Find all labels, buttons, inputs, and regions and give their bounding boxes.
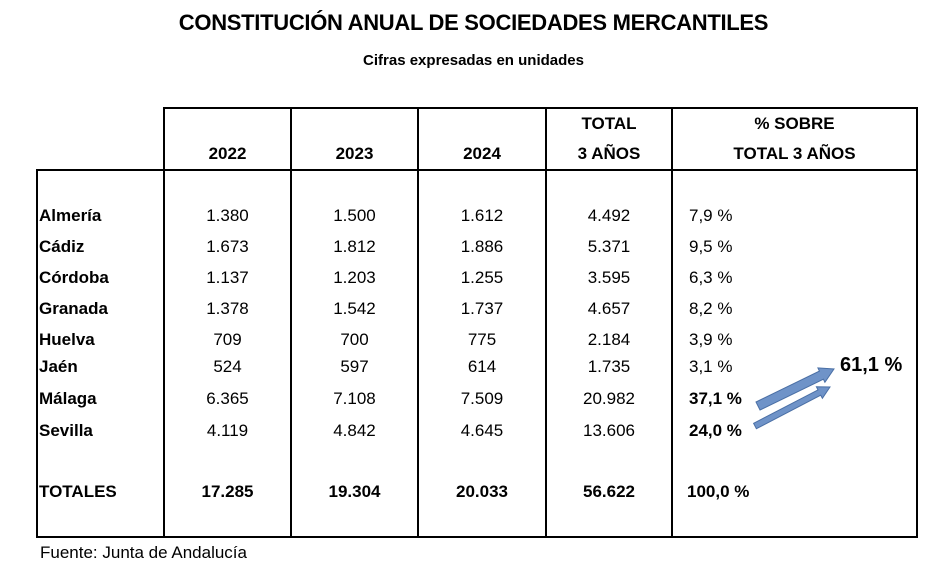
value-y2023: 700 [340, 330, 369, 349]
value-pct: 3,9 % [689, 330, 733, 349]
table-border-top [163, 107, 918, 109]
value-y2022: 6.365 [206, 389, 249, 408]
header-2024: 2024 [463, 144, 501, 163]
arrow-icon [752, 386, 831, 430]
totals-2024: 20.033 [456, 482, 508, 501]
value-y2022: 1.380 [206, 206, 249, 225]
value-y2024: 1.255 [460, 268, 504, 287]
table-border-left [36, 169, 38, 538]
table-border-bottom [36, 536, 918, 538]
value-pct: 6,3 % [689, 268, 733, 287]
value-pct: 24,0 % [689, 421, 742, 440]
column-divider [290, 107, 292, 538]
province-name: Granada [39, 299, 108, 318]
column-divider [545, 107, 547, 538]
totals-pct: 100,0 % [687, 482, 750, 501]
value-total: 20.982 [583, 389, 635, 408]
arrow-icon [755, 367, 835, 411]
header-pct-line1: % SOBRE [754, 114, 835, 133]
value-y2023: 1.812 [333, 237, 376, 256]
value-y2022: 709 [213, 330, 242, 349]
value-y2024: 1.737 [460, 299, 504, 318]
value-y2024: 775 [467, 330, 497, 349]
province-name: Cádiz [39, 237, 85, 256]
province-name: Huelva [39, 330, 95, 349]
value-y2024: 1.612 [460, 206, 504, 225]
province-name: Jaén [39, 357, 78, 376]
column-divider [417, 107, 419, 538]
totals-label: TOTALES [39, 482, 117, 501]
province-name: Almería [39, 206, 102, 225]
totals-2022: 17.285 [201, 482, 254, 501]
source-footer: Fuente: Junta de Andalucía [40, 543, 247, 562]
value-total: 3.595 [587, 268, 631, 287]
province-name: Córdoba [39, 268, 109, 287]
page-title: CONSTITUCIÓN ANUAL DE SOCIEDADES MERCANT… [178, 10, 769, 35]
value-pct: 9,5 % [689, 237, 733, 256]
value-y2024: 7.509 [460, 389, 504, 408]
value-pct: 3,1 % [689, 357, 733, 376]
value-y2022: 1.378 [206, 299, 249, 318]
value-total: 4.657 [587, 299, 631, 318]
value-y2022: 4.119 [206, 421, 249, 440]
header-total-line2: 3 AÑOS [577, 144, 641, 163]
value-pct: 37,1 % [689, 389, 742, 408]
value-y2023: 1.500 [333, 206, 376, 225]
column-divider [671, 107, 673, 538]
column-divider [163, 107, 165, 538]
value-y2023: 1.203 [333, 268, 376, 287]
combined-percentage: 61,1 % [840, 354, 903, 376]
value-y2022: 1.673 [206, 237, 249, 256]
value-y2023: 7.108 [333, 389, 376, 408]
value-y2023: 1.542 [333, 299, 376, 318]
value-pct: 8,2 % [689, 299, 733, 318]
value-y2024: 614 [467, 357, 497, 376]
header-pct-line2: TOTAL 3 AÑOS [733, 144, 856, 163]
table-header-divider [36, 169, 918, 171]
value-y2024: 1.886 [460, 237, 504, 256]
totals-3-years: 56.622 [583, 482, 635, 501]
header-total-line1: TOTAL [581, 114, 637, 133]
value-total: 4.492 [587, 206, 631, 225]
province-name: Málaga [39, 389, 97, 408]
value-y2023: 597 [340, 357, 369, 376]
value-total: 13.606 [583, 421, 635, 440]
table-border-right [916, 107, 918, 538]
value-y2022: 524 [213, 357, 242, 376]
header-2022: 2022 [208, 144, 247, 163]
page-subtitle: Cifras expresadas en unidades [363, 52, 584, 69]
header-2023: 2023 [335, 144, 374, 163]
value-y2023: 4.842 [333, 421, 376, 440]
province-name: Sevilla [39, 421, 93, 440]
value-pct: 7,9 % [689, 206, 733, 225]
value-y2024: 4.645 [460, 421, 504, 440]
totals-2023: 19.304 [328, 482, 381, 501]
value-total: 5.371 [587, 237, 631, 256]
value-y2022: 1.137 [206, 268, 249, 287]
value-total: 2.184 [587, 330, 631, 349]
value-total: 1.735 [587, 357, 631, 376]
